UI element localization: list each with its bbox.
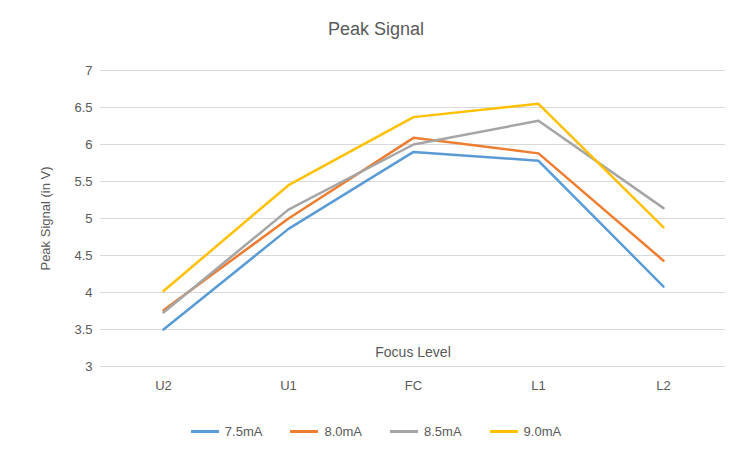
svg-text:5.5: 5.5	[74, 174, 92, 189]
svg-text:FC: FC	[405, 378, 422, 393]
svg-text:Focus Level: Focus Level	[375, 344, 450, 360]
svg-text:L1: L1	[531, 378, 545, 393]
svg-text:U1: U1	[280, 378, 297, 393]
svg-text:4: 4	[85, 285, 92, 300]
svg-text:3.5: 3.5	[74, 322, 92, 337]
svg-text:3: 3	[85, 359, 92, 374]
svg-text:Peak Signal (in V): Peak Signal (in V)	[38, 166, 53, 270]
html-text:Peak Signal: Peak Signal	[328, 19, 424, 39]
svg-text:L2: L2	[656, 378, 670, 393]
svg-text:6.5: 6.5	[74, 100, 92, 115]
html-text:8.5mA: 8.5mA	[424, 423, 462, 439]
svg-text:U2: U2	[155, 378, 172, 393]
svg-text:6: 6	[85, 137, 92, 152]
html-text:8.0mA: 8.0mA	[324, 423, 362, 439]
svg-text:5: 5	[85, 211, 92, 226]
svg-text:7: 7	[85, 63, 92, 78]
html-text:9.0mA: 9.0mA	[523, 423, 562, 439]
svg-text:4.5: 4.5	[74, 248, 92, 263]
html-text:7.5mA: 7.5mA	[224, 423, 263, 439]
